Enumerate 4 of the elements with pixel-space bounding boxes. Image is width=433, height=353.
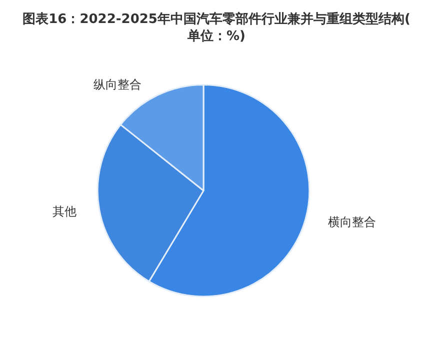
slice-label: 横向整合 [328, 215, 376, 230]
slice-label: 纵向整合 [93, 77, 142, 92]
chart-title: 图表16：2022-2025年中国汽车零部件行业兼并与重组类型结构(单位：%) [22, 11, 410, 44]
slice-label: 其他 [52, 204, 76, 219]
